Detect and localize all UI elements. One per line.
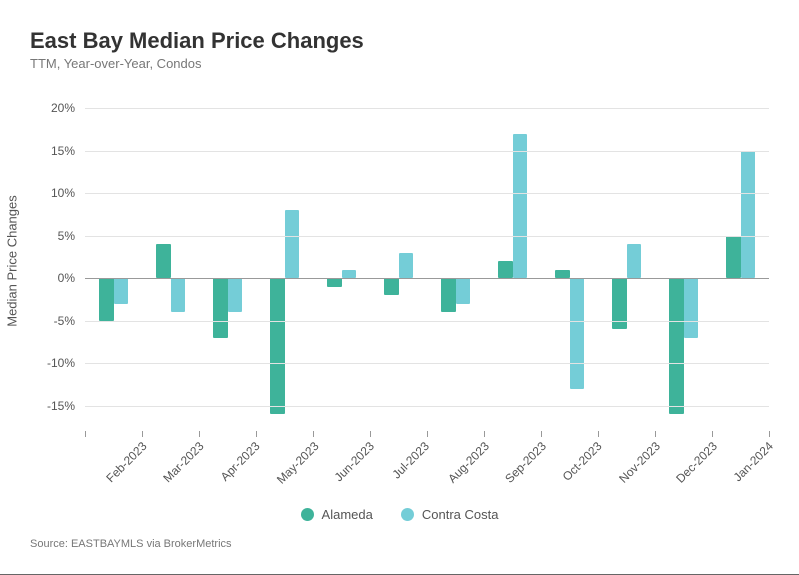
source-note: Source: EASTBAYMLS via BrokerMetrics	[30, 538, 769, 550]
bar	[441, 278, 455, 312]
bar	[213, 278, 227, 338]
bar	[684, 278, 698, 338]
bar	[741, 151, 755, 279]
bar	[327, 278, 341, 287]
bar	[384, 278, 398, 295]
x-tick-label: Mar-2023	[160, 439, 206, 485]
grid-line	[85, 151, 769, 152]
grid-line	[85, 236, 769, 237]
grid-line	[85, 363, 769, 364]
bar	[171, 278, 185, 312]
y-tick-label: 20%	[51, 101, 75, 115]
bar	[555, 270, 569, 279]
x-tick-label: Apr-2023	[217, 439, 262, 484]
bar	[156, 244, 170, 278]
x-tick-label: Dec-2023	[673, 439, 720, 486]
legend-label: Alameda	[322, 507, 373, 522]
x-tick-label: Oct-2023	[559, 439, 604, 484]
y-tick-label: 15%	[51, 144, 75, 158]
y-tick-label: -15%	[47, 399, 75, 413]
chart-title: East Bay Median Price Changes	[30, 28, 769, 54]
grid-line	[85, 321, 769, 322]
legend-item: Contra Costa	[401, 507, 499, 522]
grid-line	[85, 193, 769, 194]
legend-label: Contra Costa	[422, 507, 499, 522]
chart-subtitle: TTM, Year-over-Year, Condos	[30, 56, 769, 71]
x-tick-label: Jul-2023	[389, 439, 431, 481]
x-tick-mark	[769, 431, 770, 437]
bar	[399, 253, 413, 279]
y-tick-label: 5%	[58, 229, 75, 243]
x-tick-label: May-2023	[273, 439, 321, 487]
y-tick-label: -10%	[47, 356, 75, 370]
y-tick-label: 10%	[51, 186, 75, 200]
x-tick-label: Jan-2024	[730, 439, 775, 484]
bar	[228, 278, 242, 312]
y-tick-label: 0%	[58, 271, 75, 285]
bars-layer	[85, 91, 769, 431]
chart-container: East Bay Median Price Changes TTM, Year-…	[0, 0, 799, 575]
bar	[456, 278, 470, 304]
legend-swatch	[401, 508, 414, 521]
plot-area: -15%-10%-5%0%5%10%15%20%	[85, 91, 769, 431]
x-tick-label: Sep-2023	[502, 439, 549, 486]
chart-plot-wrap: Median Price Changes -15%-10%-5%0%5%10%1…	[30, 91, 769, 431]
legend-item: Alameda	[301, 507, 373, 522]
grid-line	[85, 406, 769, 407]
bar	[99, 278, 113, 321]
bar	[669, 278, 683, 414]
x-tick-label: Aug-2023	[445, 439, 492, 486]
bar	[726, 236, 740, 279]
bar	[114, 278, 128, 304]
bar	[270, 278, 284, 414]
bar	[513, 134, 527, 279]
bar	[498, 261, 512, 278]
legend: Alameda Contra Costa	[30, 507, 769, 524]
y-axis-label: Median Price Changes	[5, 195, 20, 327]
bar	[627, 244, 641, 278]
y-tick-label: -5%	[54, 314, 75, 328]
bar	[570, 278, 584, 389]
grid-line	[85, 108, 769, 109]
x-tick-label: Feb-2023	[103, 439, 149, 485]
x-axis-labels: Feb-2023Mar-2023Apr-2023May-2023Jun-2023…	[85, 431, 769, 501]
bar	[342, 270, 356, 279]
x-tick-label: Jun-2023	[331, 439, 376, 484]
bar	[285, 210, 299, 278]
grid-line	[85, 278, 769, 279]
legend-swatch	[301, 508, 314, 521]
x-tick-label: Nov-2023	[616, 439, 663, 486]
